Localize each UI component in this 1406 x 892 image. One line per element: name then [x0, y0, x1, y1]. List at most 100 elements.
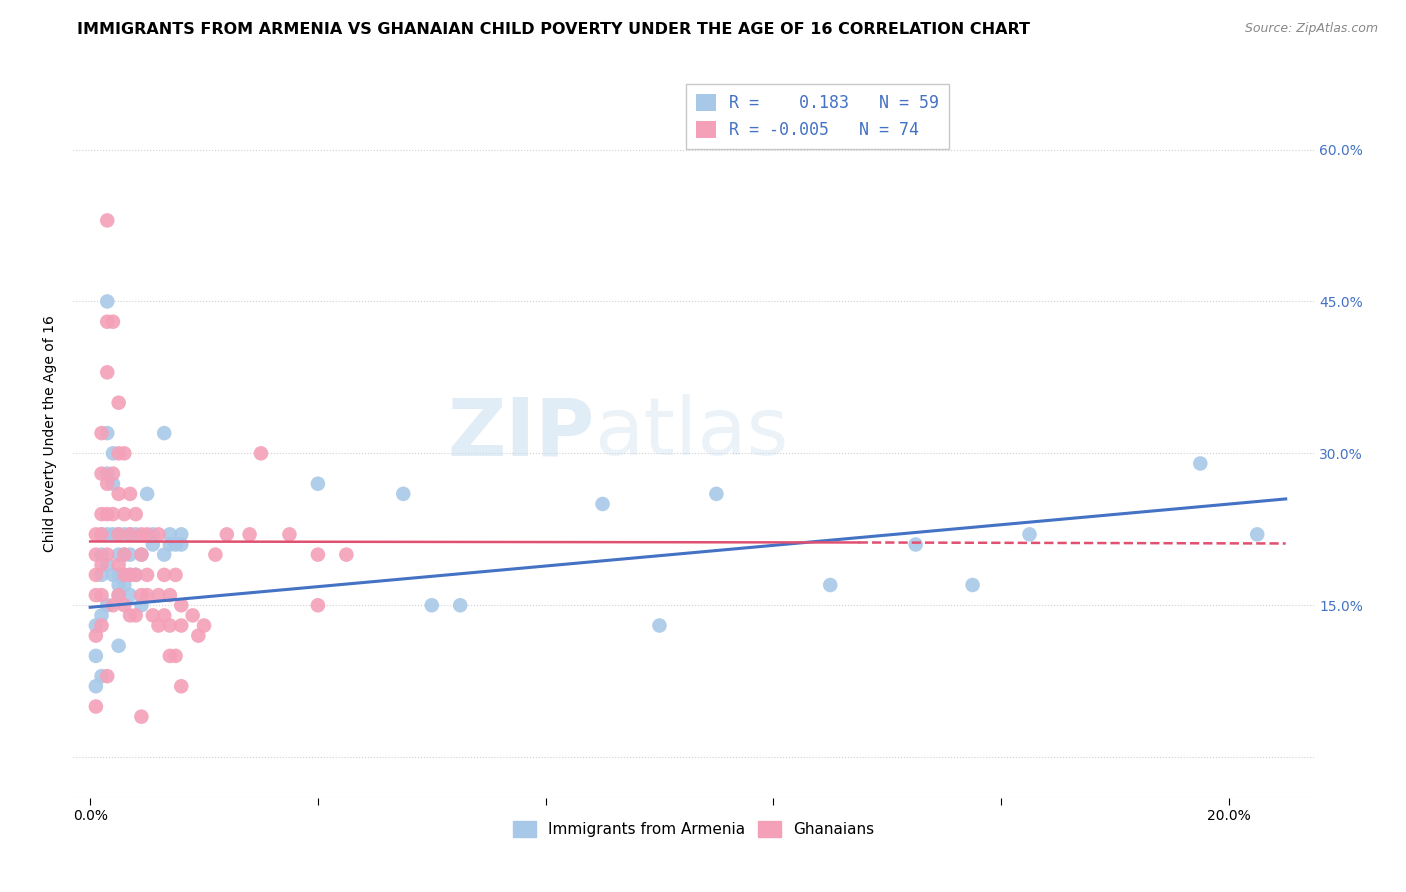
- Point: [112, 567, 135, 582]
- Point: [204, 548, 226, 562]
- Point: [84, 548, 107, 562]
- Point: [101, 467, 124, 481]
- Point: [170, 599, 193, 613]
- Point: [112, 507, 135, 521]
- Point: [107, 578, 129, 592]
- Point: [112, 446, 135, 460]
- Point: [112, 548, 135, 562]
- Point: [170, 679, 193, 693]
- Point: [148, 618, 170, 632]
- Point: [90, 426, 112, 441]
- Point: [96, 315, 118, 329]
- Point: [90, 618, 112, 632]
- Point: [159, 588, 181, 602]
- Point: [118, 567, 141, 582]
- Point: [159, 648, 181, 663]
- Point: [101, 315, 124, 329]
- Point: [107, 548, 129, 562]
- Point: [159, 618, 181, 632]
- Point: [215, 527, 238, 541]
- Point: [96, 426, 118, 441]
- Point: [165, 537, 187, 551]
- Point: [90, 558, 112, 572]
- Point: [90, 567, 112, 582]
- Point: [118, 527, 141, 541]
- Point: [107, 527, 129, 541]
- Point: [307, 476, 329, 491]
- Point: [84, 567, 107, 582]
- Point: [131, 548, 153, 562]
- Point: [962, 578, 984, 592]
- Point: [307, 599, 329, 613]
- Point: [84, 588, 107, 602]
- Point: [250, 446, 273, 460]
- Point: [1189, 457, 1212, 471]
- Point: [170, 537, 193, 551]
- Point: [96, 507, 118, 521]
- Point: [142, 527, 165, 541]
- Point: [90, 527, 112, 541]
- Text: atlas: atlas: [595, 394, 789, 472]
- Point: [90, 669, 112, 683]
- Point: [101, 527, 124, 541]
- Point: [125, 527, 148, 541]
- Point: [170, 618, 193, 632]
- Point: [335, 548, 357, 562]
- Point: [107, 446, 129, 460]
- Point: [125, 567, 148, 582]
- Point: [107, 588, 129, 602]
- Point: [107, 558, 129, 572]
- Text: ZIP: ZIP: [447, 394, 595, 472]
- Point: [165, 567, 187, 582]
- Point: [904, 537, 927, 551]
- Point: [170, 527, 193, 541]
- Point: [165, 648, 187, 663]
- Point: [125, 608, 148, 623]
- Point: [193, 618, 215, 632]
- Point: [153, 426, 176, 441]
- Point: [648, 618, 671, 632]
- Point: [118, 487, 141, 501]
- Point: [131, 527, 153, 541]
- Point: [84, 618, 107, 632]
- Point: [278, 527, 301, 541]
- Point: [90, 588, 112, 602]
- Point: [159, 537, 181, 551]
- Point: [96, 599, 118, 613]
- Point: [1018, 527, 1040, 541]
- Point: [84, 648, 107, 663]
- Point: [131, 599, 153, 613]
- Legend: R =    0.183   N = 59, R = -0.005   N = 74: R = 0.183 N = 59, R = -0.005 N = 74: [686, 84, 949, 149]
- Point: [592, 497, 614, 511]
- Point: [449, 599, 471, 613]
- Point: [107, 639, 129, 653]
- Point: [96, 527, 118, 541]
- Point: [101, 507, 124, 521]
- Point: [392, 487, 415, 501]
- Point: [181, 608, 204, 623]
- Point: [118, 608, 141, 623]
- Point: [96, 548, 118, 562]
- Point: [118, 588, 141, 602]
- Point: [112, 599, 135, 613]
- Point: [107, 527, 129, 541]
- Point: [142, 608, 165, 623]
- Point: [112, 527, 135, 541]
- Point: [153, 548, 176, 562]
- Point: [84, 527, 107, 541]
- Point: [90, 548, 112, 562]
- Point: [136, 567, 159, 582]
- Point: [239, 527, 262, 541]
- Point: [159, 527, 181, 541]
- Point: [148, 588, 170, 602]
- Point: [136, 588, 159, 602]
- Point: [96, 213, 118, 227]
- Point: [112, 548, 135, 562]
- Point: [131, 709, 153, 723]
- Point: [96, 476, 118, 491]
- Point: [90, 527, 112, 541]
- Point: [90, 507, 112, 521]
- Point: [136, 527, 159, 541]
- Point: [1246, 527, 1268, 541]
- Y-axis label: Child Poverty Under the Age of 16: Child Poverty Under the Age of 16: [44, 315, 58, 551]
